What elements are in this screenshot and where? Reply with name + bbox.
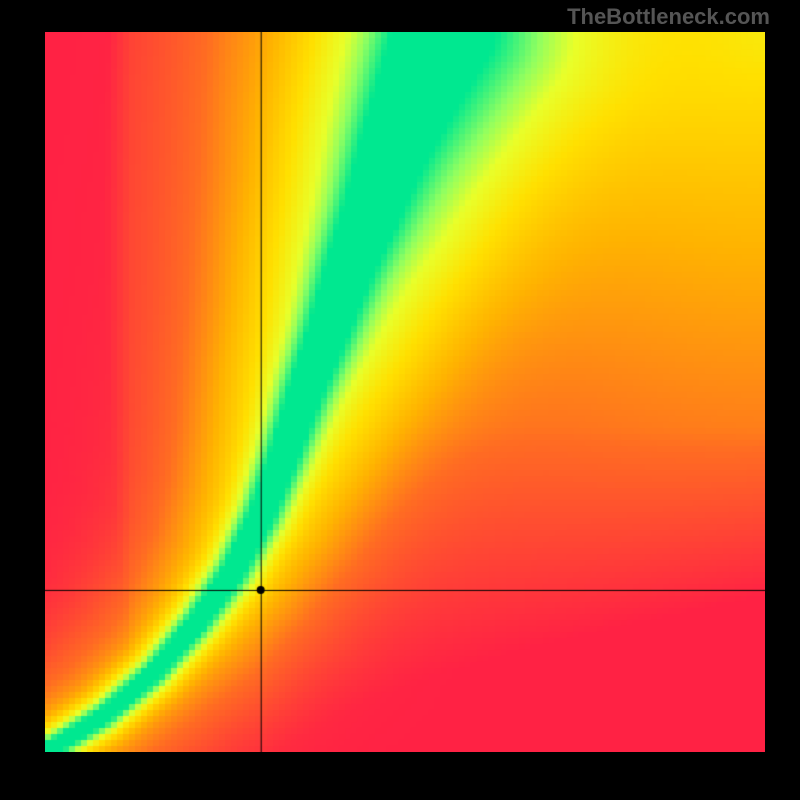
heatmap-canvas xyxy=(45,32,765,752)
chart-container: TheBottleneck.com xyxy=(0,0,800,800)
watermark-text: TheBottleneck.com xyxy=(567,4,770,30)
